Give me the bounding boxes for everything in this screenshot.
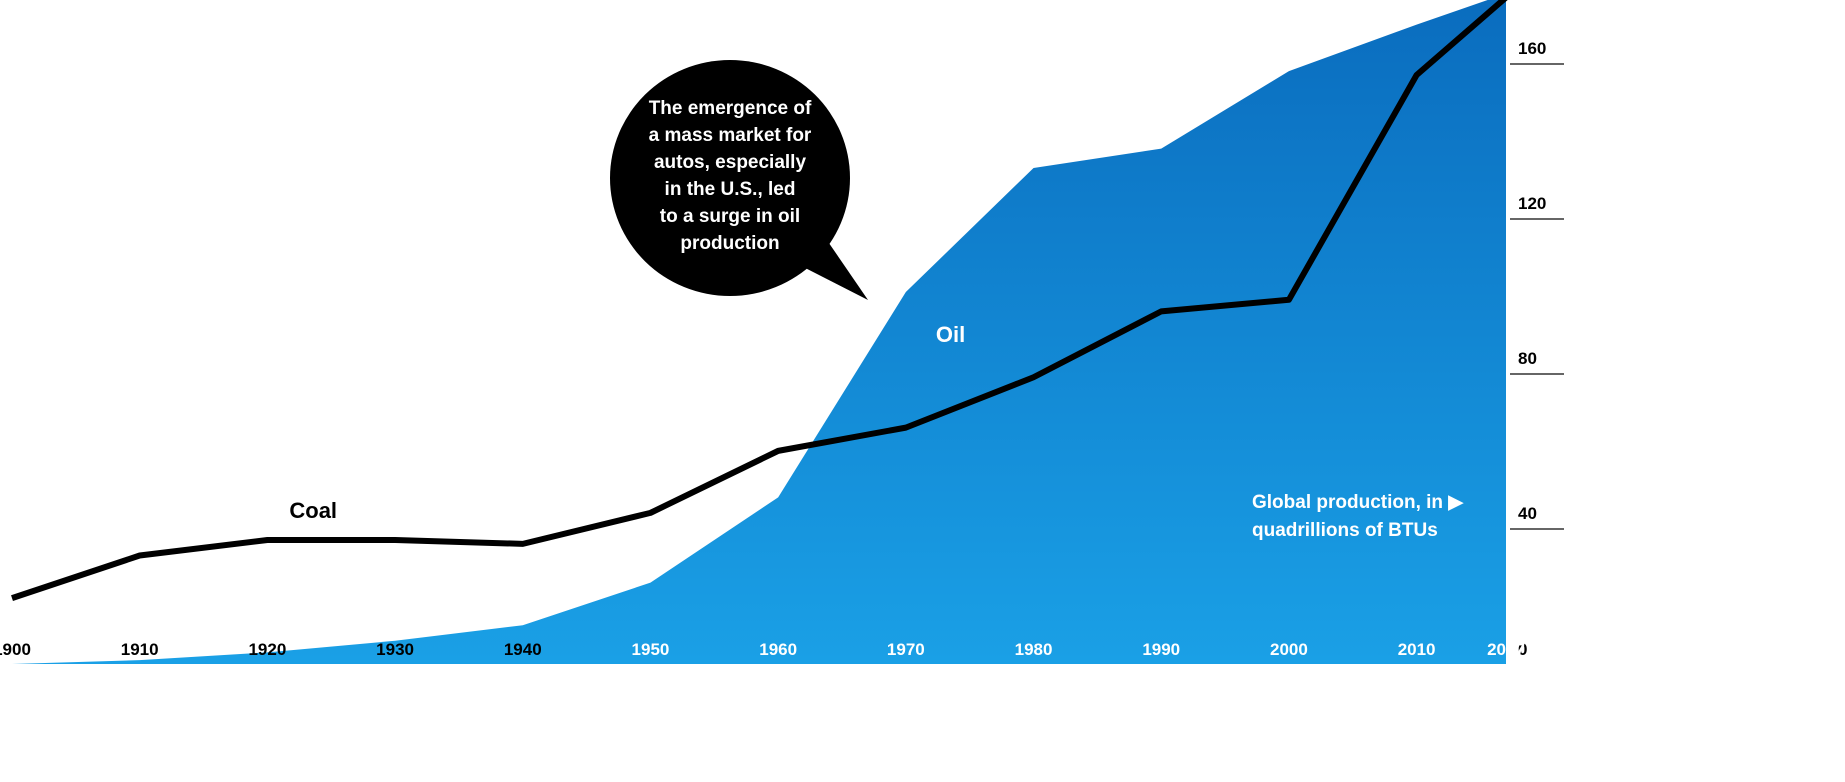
oil-area-series	[12, 0, 1506, 664]
x-axis-ticks: 1900 1910 1920 1930 1940 1950 1960 1970 1980 1990…	[0, 640, 1525, 659]
x-tick-label: 1960	[759, 640, 797, 659]
x-tick-label: 1980	[1015, 640, 1053, 659]
bubble-shape	[610, 60, 850, 296]
y-tick-label: 160	[1518, 39, 1546, 58]
x-tick-label: 1910	[121, 640, 159, 659]
annotation-bubble: The emergence of a mass market for autos, …	[610, 60, 868, 300]
x-tick-label: 1940	[504, 640, 542, 659]
x-tick-label: 1900	[0, 640, 31, 659]
y-tick-label: 80	[1518, 349, 1537, 368]
bubble-text-line: autos, especially	[654, 152, 807, 173]
x-tick-label: 1920	[248, 640, 286, 659]
y-tick-label: 120	[1518, 194, 1546, 213]
oil-area	[12, 0, 1506, 664]
y-tick-label: 40	[1518, 504, 1537, 523]
x-tick-label: 2000	[1270, 640, 1308, 659]
x-tick-label: 1930	[376, 640, 414, 659]
x-tick-label: 1990	[1142, 640, 1180, 659]
x-tick-label: 2010	[1398, 640, 1436, 659]
oil-series-label: Oil	[936, 322, 965, 347]
energy-production-chart: 0 40 80 120 160 1900 1910 1920 1930 1940 1950 1960…	[0, 0, 1564, 664]
y-axis-ticks: 0 40 80 120 160	[1510, 39, 1564, 659]
y-tick-label: 0	[1518, 640, 1527, 659]
bubble-text-line: The emergence of	[649, 98, 812, 119]
bubble-text-line: production	[680, 233, 779, 254]
y-axis-note-line: quadrillions of BTUs	[1252, 520, 1438, 541]
x-tick-label: 1970	[887, 640, 925, 659]
x-tick-label: 1950	[632, 640, 670, 659]
bubble-text-line: a mass market for	[649, 125, 812, 146]
y-axis-note-line: Global production, in ▶	[1252, 492, 1464, 513]
series-labels: Coal Oil Global production, in ▶ quadrillio…	[289, 322, 1464, 541]
x-tick-label: 2017	[1487, 640, 1525, 659]
coal-line-series	[11, 0, 1508, 601]
bubble-text-line: to a surge in oil	[660, 206, 800, 227]
coal-series-label: Coal	[289, 498, 337, 523]
bubble-text-line: in the U.S., led	[665, 179, 796, 200]
